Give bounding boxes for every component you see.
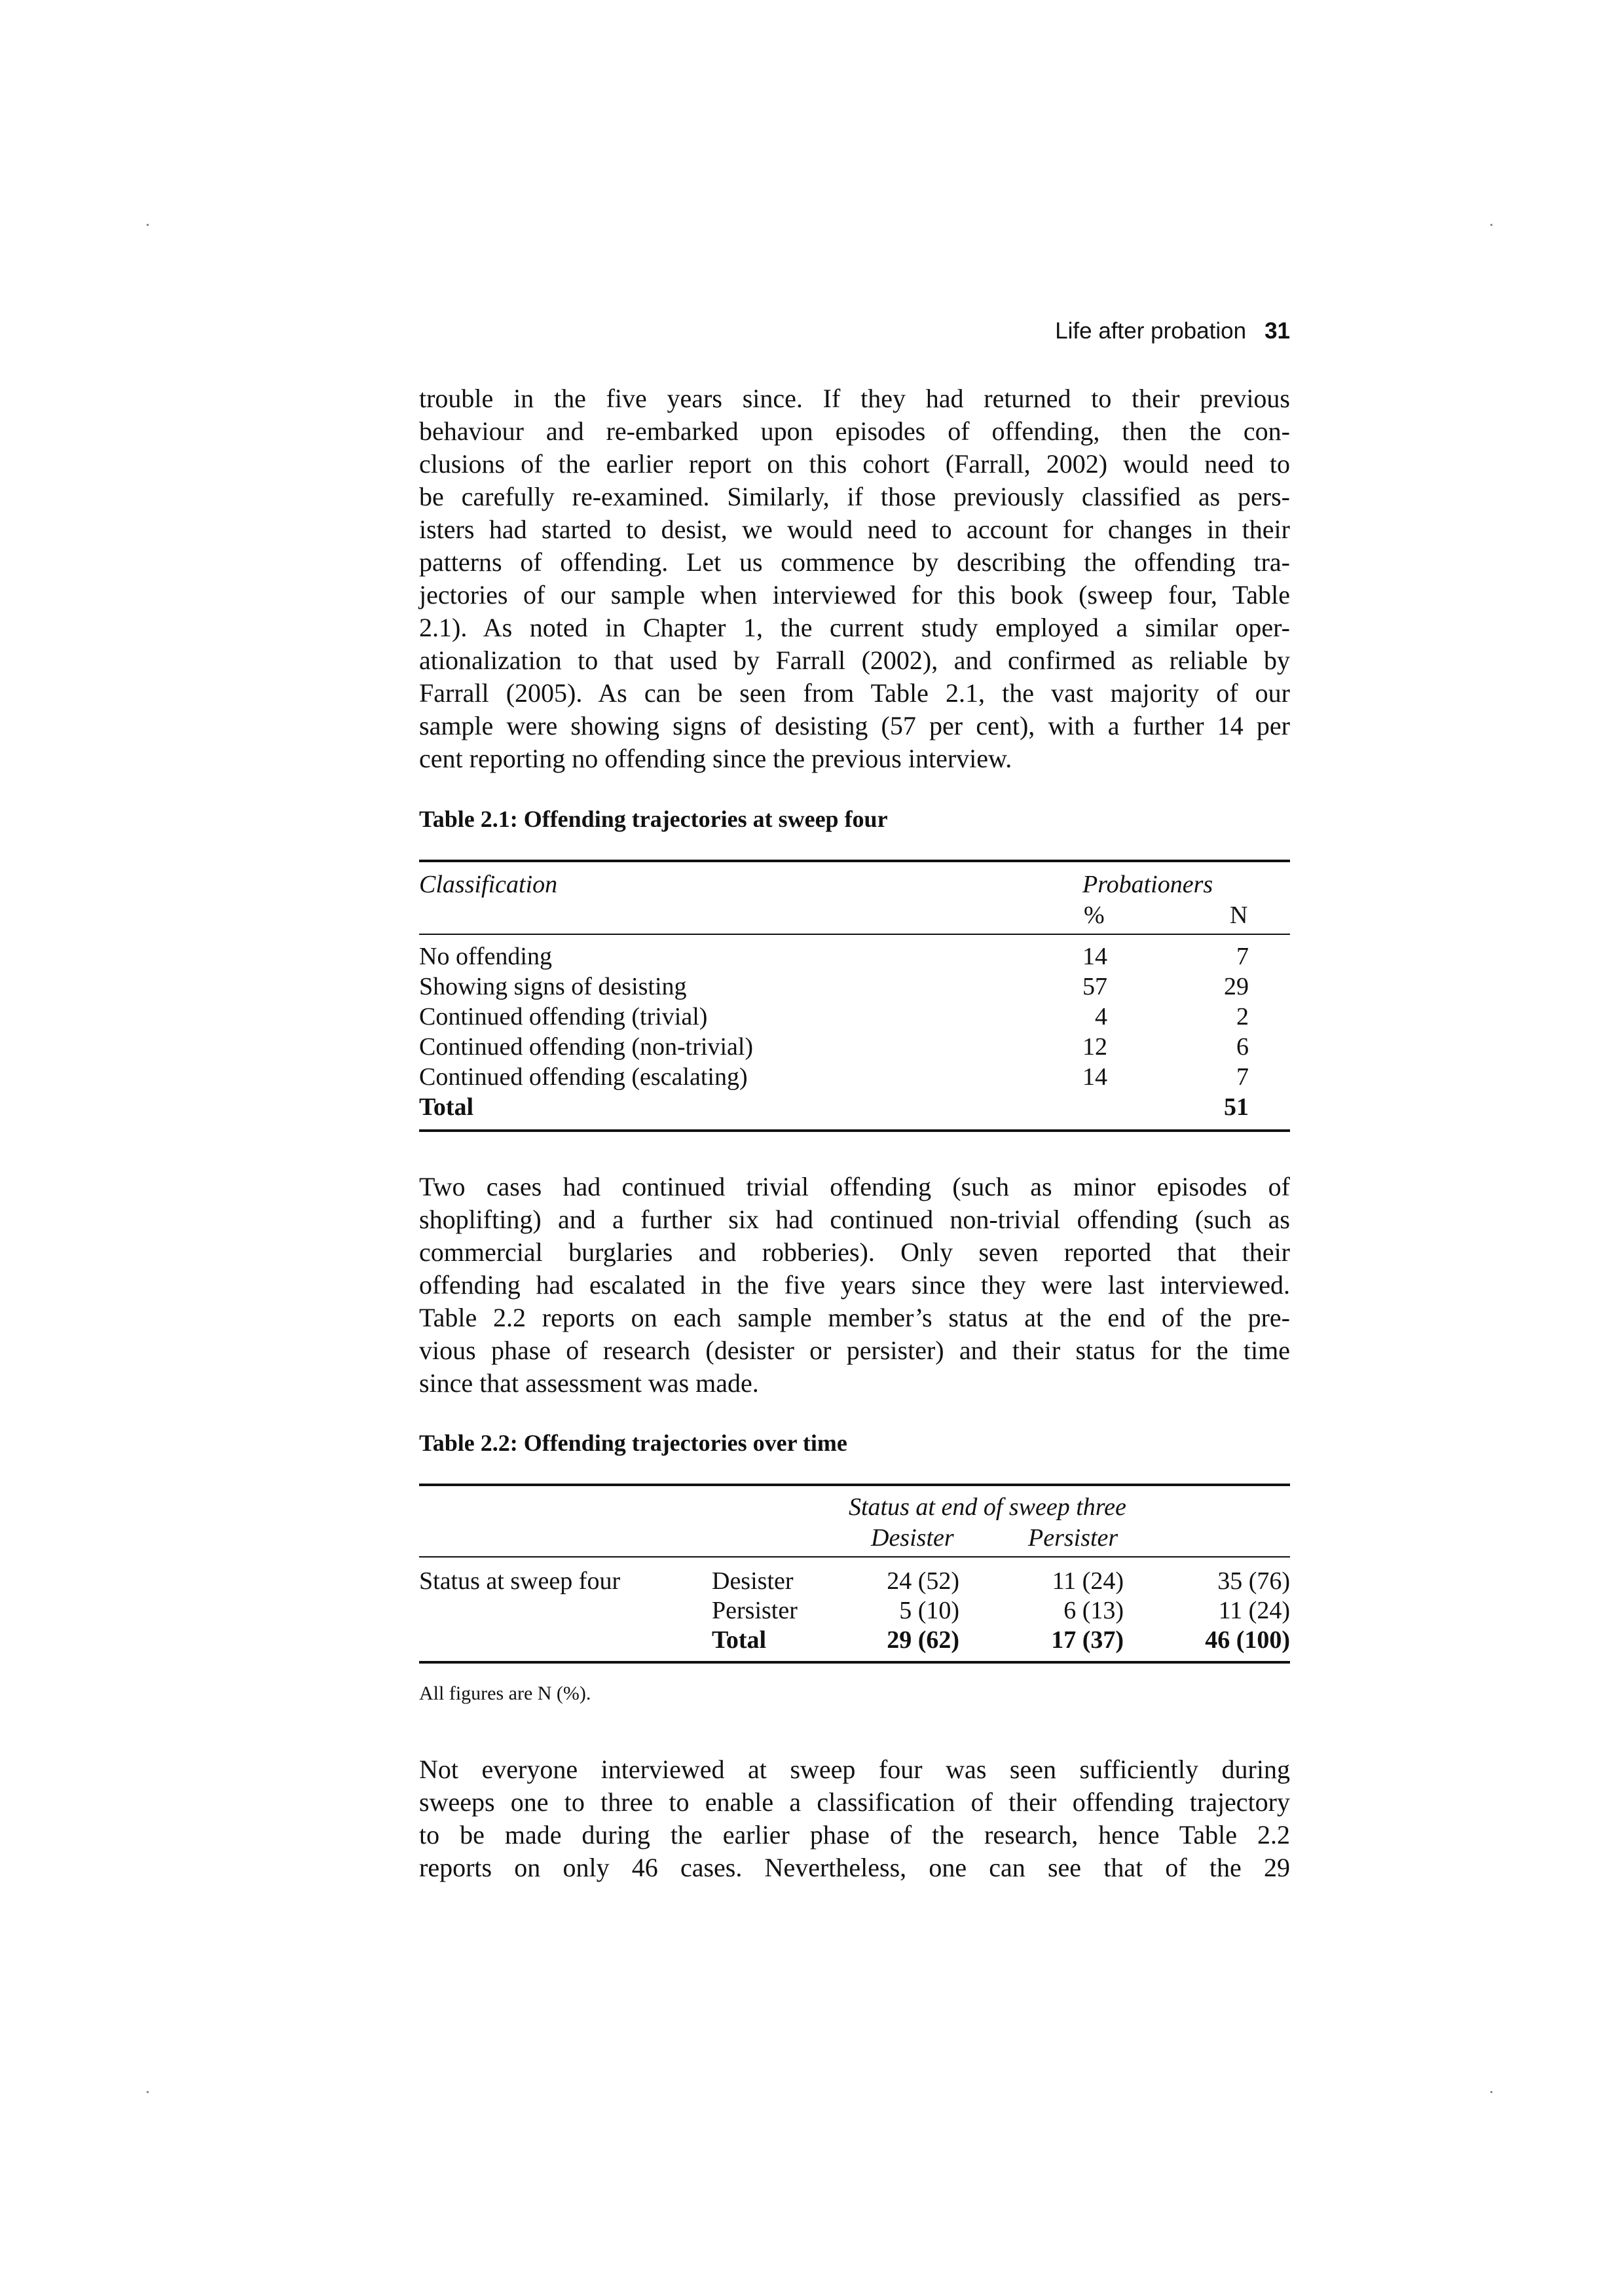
cell-persister: 6 (13)	[1063, 1597, 1124, 1624]
text-line: Two cases had continued trivial offendin…	[419, 1172, 1290, 1201]
column-header-percent: %	[1084, 902, 1105, 929]
row-label: Persister	[712, 1597, 798, 1624]
text-line: be carefully re-examined. Similarly, if …	[419, 482, 1290, 511]
text-line: Farrall (2005). As can be seen from Tabl…	[419, 678, 1290, 708]
row-label: Continued offending (non-trivial)	[419, 1033, 754, 1061]
row-label: Showing signs of desisting	[419, 973, 687, 1000]
column-header-n: N	[1230, 902, 1248, 929]
cell-n: 6	[1236, 1033, 1249, 1061]
page-number: 31	[1264, 318, 1290, 344]
cell-n: 29	[1224, 973, 1249, 1000]
cell-total: 11 (24)	[1218, 1597, 1290, 1624]
cell-desister: 29 (62)	[887, 1626, 959, 1654]
row-group-label: Status at sweep four	[419, 1567, 621, 1595]
column-header-classification: Classification	[419, 871, 558, 898]
text-line: ationalization to that used by Farrall (…	[419, 646, 1290, 675]
text-line: commercial burglaries and robberies). On…	[419, 1237, 1290, 1267]
cell-total: 35 (76)	[1217, 1567, 1290, 1595]
crop-mark	[1490, 2091, 1492, 2093]
crop-mark	[147, 2091, 149, 2093]
column-header-persister: Persister	[1028, 1524, 1118, 1552]
text-line: trouble in the five years since. If they…	[419, 384, 1290, 413]
column-header-probationers: Probationers	[1082, 871, 1213, 898]
table-rule	[419, 1484, 1290, 1486]
text-line: Table 2.2 reports on each sample member’…	[419, 1303, 1290, 1332]
column-group-header: Status at end of sweep three	[849, 1493, 1126, 1521]
text-line: clusions of the earlier report on this c…	[419, 449, 1290, 479]
cell-desister: 5 (10)	[899, 1597, 959, 1624]
table-rule	[419, 860, 1290, 862]
text-line: sweeps one to three to enable a classifi…	[419, 1787, 1290, 1817]
table-rule	[419, 934, 1290, 935]
text-line: to be made during the earlier phase of t…	[419, 1820, 1290, 1850]
cell-percent: 14	[1082, 943, 1107, 970]
cell-desister: 24 (52)	[887, 1567, 959, 1595]
table-2-1-caption: Table 2.1: Offending trajectories at swe…	[419, 806, 888, 832]
text-line: vious phase of research (desister or per…	[419, 1336, 1290, 1365]
table-rule	[419, 1556, 1290, 1558]
crop-mark	[147, 224, 149, 226]
crop-mark	[1490, 224, 1492, 226]
cell-percent: 4	[1095, 1003, 1107, 1030]
row-label: Continued offending (trivial)	[419, 1003, 708, 1030]
text-line: sample were showing signs of desisting (…	[419, 711, 1290, 740]
table-2-2-caption: Table 2.2: Offending trajectories over t…	[419, 1430, 847, 1456]
running-title: Life after probation	[1055, 318, 1247, 344]
text-line: 2.1). As noted in Chapter 1, the current…	[419, 613, 1290, 642]
cell-n: 7	[1236, 943, 1249, 970]
cell-n: 2	[1236, 1003, 1249, 1030]
table-rule	[419, 1661, 1290, 1664]
cell-persister: 17 (37)	[1051, 1626, 1124, 1654]
text-line: since that assessment was made.	[419, 1368, 759, 1398]
table-rule	[419, 1129, 1290, 1132]
text-line: isters had started to desist, we would n…	[419, 515, 1290, 544]
text-line: cent reporting no offending since the pr…	[419, 744, 1012, 773]
text-line: offending had escalated in the five year…	[419, 1270, 1290, 1300]
text-line: Not everyone interviewed at sweep four w…	[419, 1755, 1290, 1784]
text-line: jectories of our sample when interviewed…	[419, 580, 1290, 610]
cell-n: 7	[1236, 1063, 1249, 1091]
row-label: No offending	[419, 943, 552, 970]
cell-persister: 11 (24)	[1052, 1567, 1124, 1595]
text-line: shoplifting) and a further six had conti…	[419, 1205, 1290, 1234]
row-label: Continued offending (escalating)	[419, 1063, 748, 1091]
cell-percent: 12	[1082, 1033, 1107, 1061]
cell-total: 46 (100)	[1205, 1626, 1290, 1654]
row-label: Total	[712, 1626, 767, 1654]
table-note: All figures are N (%).	[419, 1683, 591, 1704]
cell-percent: 57	[1082, 973, 1107, 1000]
cell-percent: 14	[1082, 1063, 1107, 1091]
total-label: Total	[419, 1093, 474, 1121]
text-line: patterns of offending. Let us commence b…	[419, 547, 1290, 577]
total-n: 51	[1224, 1093, 1249, 1121]
column-header-desister: Desister	[871, 1524, 954, 1552]
text-line: behaviour and re-embarked upon episodes …	[419, 416, 1290, 446]
text-line: reports on only 46 cases. Nevertheless, …	[419, 1853, 1290, 1882]
row-label: Desister	[712, 1567, 794, 1595]
running-header: Life after probation 31	[1055, 318, 1290, 344]
